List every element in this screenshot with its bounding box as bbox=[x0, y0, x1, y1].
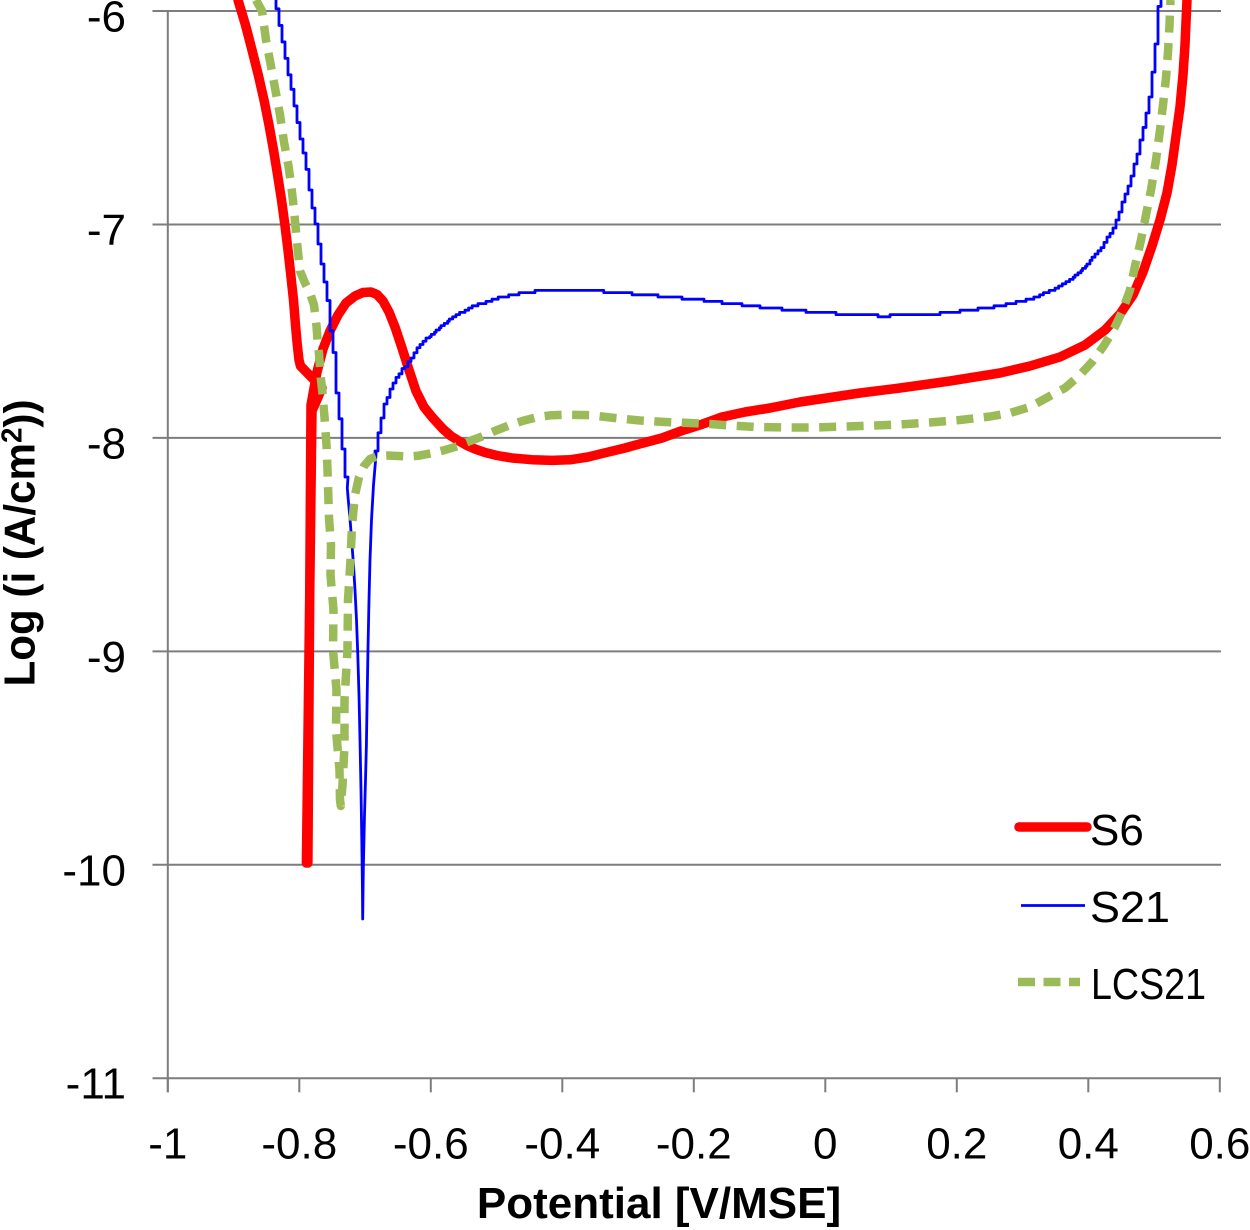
svg-text:0.2: 0.2 bbox=[926, 1120, 987, 1169]
svg-text:S21: S21 bbox=[1090, 883, 1170, 932]
svg-text:-6: -6 bbox=[87, 0, 126, 42]
svg-text:LCS21: LCS21 bbox=[1091, 960, 1206, 1009]
svg-text:-11: -11 bbox=[66, 1060, 126, 1109]
svg-text:-8: -8 bbox=[87, 419, 126, 468]
svg-text:0: 0 bbox=[813, 1120, 837, 1169]
svg-text:S6: S6 bbox=[1090, 806, 1144, 855]
svg-text:-0.6: -0.6 bbox=[393, 1120, 469, 1169]
svg-text:-9: -9 bbox=[87, 633, 126, 682]
svg-text:-1: -1 bbox=[148, 1120, 187, 1169]
svg-text:-0.8: -0.8 bbox=[261, 1120, 337, 1169]
svg-text:Potential [V/MSE]: Potential [V/MSE] bbox=[477, 1179, 841, 1228]
svg-text:0.4: 0.4 bbox=[1058, 1120, 1119, 1169]
svg-text:Log (i (A/cm2)): Log (i (A/cm2)) bbox=[0, 400, 45, 687]
svg-text:-0.2: -0.2 bbox=[656, 1120, 732, 1169]
svg-text:-0.4: -0.4 bbox=[524, 1120, 600, 1169]
svg-text:0.6: 0.6 bbox=[1189, 1120, 1250, 1169]
svg-text:-7: -7 bbox=[87, 206, 126, 255]
svg-text:-10: -10 bbox=[62, 846, 126, 895]
